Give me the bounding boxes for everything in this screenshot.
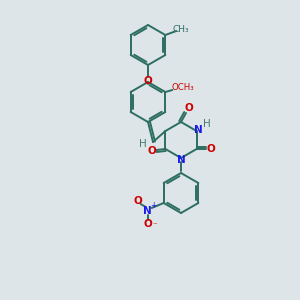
Text: ⁻: ⁻ — [152, 221, 157, 230]
Text: CH₃: CH₃ — [172, 26, 189, 34]
Text: O: O — [184, 103, 194, 113]
Text: N: N — [143, 206, 152, 216]
Text: O: O — [206, 144, 215, 154]
Text: O: O — [133, 196, 142, 206]
Text: O: O — [147, 146, 156, 156]
Text: OCH₃: OCH₃ — [172, 82, 195, 91]
Text: N: N — [194, 125, 203, 135]
Text: H: H — [203, 119, 211, 129]
Text: O: O — [144, 76, 152, 86]
Text: H: H — [139, 139, 147, 149]
Text: +: + — [151, 202, 157, 211]
Text: N: N — [177, 155, 185, 165]
Text: O: O — [143, 219, 152, 229]
